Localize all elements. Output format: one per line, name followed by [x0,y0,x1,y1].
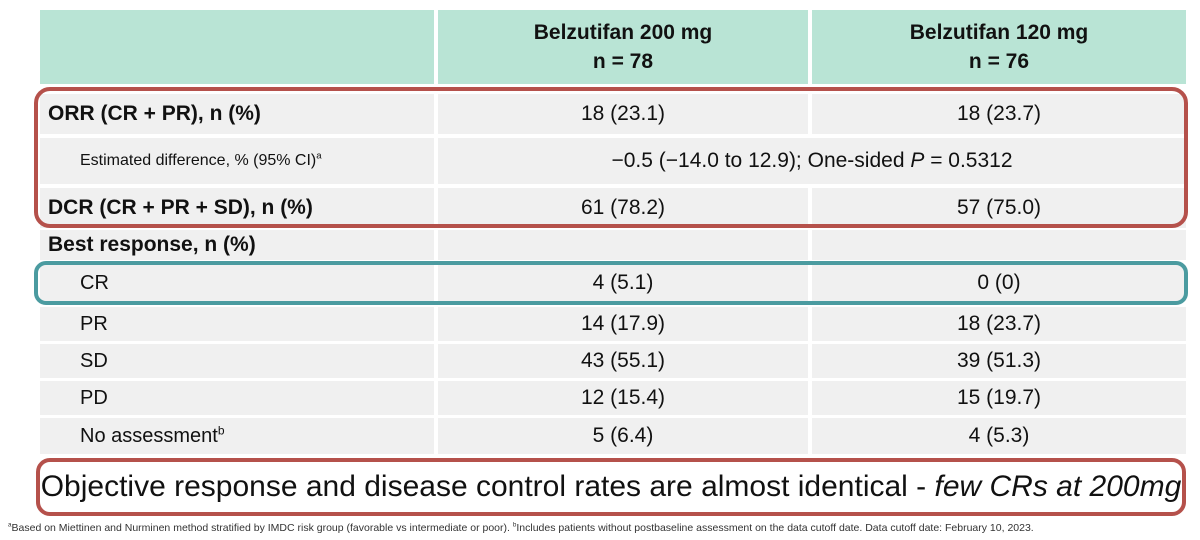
table-cell: 18 (23.7) [812,94,1186,134]
header-200mg-n: n = 78 [592,50,654,73]
cr-label: CR [80,271,109,294]
table-cell [812,230,1186,260]
callout-text: Objective response and disease control r… [40,470,935,503]
table-cell: 5 (6.4) [438,418,808,454]
table-cell-merged [438,138,1186,184]
table-cell [438,230,808,260]
orr-120mg: 18 (23.7) [956,102,1042,125]
no-assessment-200mg: 5 (6.4) [592,424,654,447]
conclusion-callout: Objective response and disease control r… [36,458,1186,516]
orr-200mg: 18 (23.1) [580,102,666,125]
header-120mg-n: n = 76 [968,50,1030,73]
best-response-label: Best response, n (%) [48,233,256,256]
estimated-difference-value: −0.5 (−14.0 to 12.9); One-sided P = 0.53… [611,149,1013,172]
footnote: aBased on Miettinen and Nurminen method … [8,521,1034,534]
table-cell: 14 (17.9) [438,307,808,341]
table-row-label: ORR (CR + PR), n (%) [40,94,434,134]
pd-200mg: 12 (15.4) [580,386,666,409]
sd-200mg: 43 (55.1) [580,349,666,372]
orr-label: ORR (CR + PR), n (%) [48,102,261,125]
estimated-difference-label: Estimated difference, % (95% CI)a [80,150,322,169]
pr-120mg: 18 (23.7) [956,312,1042,335]
callout-italic-text: few CRs at 200mg [934,470,1182,503]
table-cell: 4 (5.3) [812,418,1186,454]
pd-120mg: 15 (19.7) [956,386,1042,409]
table-cell: 0 (0) [812,265,1186,301]
sd-label: SD [80,349,108,372]
cr-200mg: 4 (5.1) [592,271,654,294]
table-cell: 18 (23.1) [438,94,808,134]
table-cell: 43 (55.1) [438,344,808,378]
header-200mg-title: Belzutifan 200 mg [533,21,713,44]
table-row-label: Estimated difference, % (95% CI)a [40,138,434,184]
table-cell: 61 (78.2) [438,188,808,228]
cr-120mg: 0 (0) [977,271,1021,294]
dcr-120mg: 57 (75.0) [956,196,1042,219]
header-col-120mg: Belzutifan 120 mg n = 76 [812,10,1186,84]
table-cell: 4 (5.1) [438,265,808,301]
cr-highlight-box [34,261,1188,305]
header-col-200mg: Belzutifan 200 mg n = 78 [438,10,808,84]
pr-label: PR [80,312,108,335]
orr-dcr-highlight-box [34,87,1188,228]
dcr-label: DCR (CR + PR + SD), n (%) [48,196,313,219]
table-row-label: No assessmentb [40,418,434,454]
header-120mg-title: Belzutifan 120 mg [909,21,1089,44]
pr-200mg: 14 (17.9) [580,312,666,335]
table-row-label: DCR (CR + PR + SD), n (%) [40,188,434,228]
dcr-200mg: 61 (78.2) [580,196,666,219]
no-assessment-label: No assessmentb [80,422,225,447]
no-assessment-120mg: 4 (5.3) [968,424,1030,447]
table-row-label: SD [40,344,434,378]
table-cell: 12 (15.4) [438,381,808,415]
table-cell: 39 (51.3) [812,344,1186,378]
table-cell: 57 (75.0) [812,188,1186,228]
pd-label: PD [80,386,108,409]
table-row-label: PR [40,307,434,341]
table-row-label: Best response, n (%) [40,230,434,260]
sd-120mg: 39 (51.3) [956,349,1042,372]
table-row-label: PD [40,381,434,415]
table-cell: 15 (19.7) [812,381,1186,415]
table-row-label: CR [40,265,434,301]
table-cell: 18 (23.7) [812,307,1186,341]
header-empty-cell [40,10,434,84]
